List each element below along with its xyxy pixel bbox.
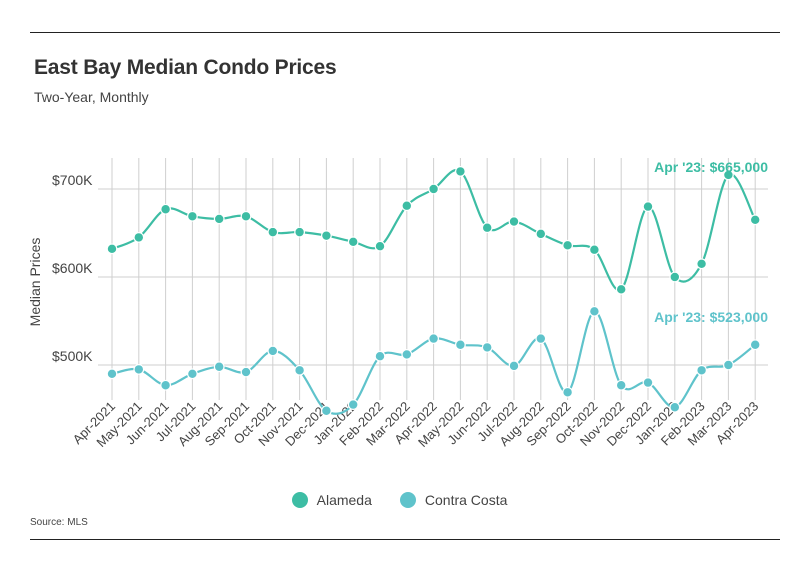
data-point-contra-costa-nov-2021: [294, 364, 306, 376]
data-point-alameda-aug-2022: [535, 228, 547, 240]
data-point-contra-costa-feb-2023: [696, 364, 707, 376]
data-point-contra-costa-aug-2021: [213, 361, 225, 373]
data-point-contra-costa-sep-2021: [240, 366, 252, 378]
data-point-alameda-sep-2022: [562, 239, 573, 251]
series-lines: [106, 165, 761, 417]
data-point-alameda-oct-2022: [589, 244, 600, 256]
chart-title: East Bay Median Condo Prices: [34, 56, 337, 79]
data-point-contra-costa-aug-2022: [535, 333, 547, 345]
data-point-contra-costa-oct-2022: [589, 305, 600, 317]
data-point-contra-costa-mar-2022: [401, 349, 413, 360]
data-point-contra-costa-apr-2021: [106, 368, 118, 380]
legend-item-alameda: Alameda: [291, 492, 372, 508]
data-point-alameda-sep-2021: [240, 210, 252, 222]
data-point-contra-costa-apr-2023: [749, 339, 761, 351]
data-point-alameda-may-2022: [455, 165, 466, 177]
bottom-rule: [30, 539, 780, 540]
annotation-alameda: Apr '23: $665,000: [654, 159, 768, 175]
data-point-contra-costa-nov-2022: [615, 379, 627, 391]
source-note: Source: MLS: [30, 517, 88, 528]
data-point-contra-costa-jun-2021: [160, 379, 172, 391]
data-point-contra-costa-jan-2022: [347, 399, 359, 411]
data-point-alameda-jun-2022: [481, 222, 493, 234]
data-point-contra-costa-jul-2022: [508, 360, 520, 372]
data-point-contra-costa-sep-2022: [562, 386, 573, 398]
data-point-contra-costa-dec-2021: [321, 405, 332, 417]
data-point-alameda-mar-2022: [401, 200, 413, 212]
top-rule: [30, 32, 780, 33]
data-point-alameda-apr-2022: [428, 183, 440, 195]
data-point-contra-costa-oct-2021: [267, 345, 279, 357]
legend-marker-alameda: [291, 492, 308, 508]
data-point-contra-costa-jul-2021: [186, 368, 198, 380]
y-tick-label-600k: $600K: [52, 260, 93, 276]
data-point-contra-costa-mar-2023: [723, 359, 734, 371]
data-point-contra-costa-dec-2022: [642, 377, 654, 389]
data-point-alameda-feb-2022: [374, 240, 386, 252]
annotation-contra-costa: Apr '23: $523,000: [654, 309, 768, 325]
legend-label-alameda: Alameda: [316, 492, 372, 508]
labels: Apr '23: $665,000 Apr '23: $523,000: [654, 159, 768, 325]
data-point-alameda-jul-2021: [186, 210, 198, 222]
data-point-alameda-apr-2021: [106, 243, 118, 255]
data-point-contra-costa-jun-2022: [481, 342, 493, 353]
data-point-contra-costa-jan-2023: [669, 401, 681, 413]
data-point-alameda-may-2021: [133, 231, 145, 243]
data-point-alameda-jan-2022: [347, 236, 359, 248]
y-axis-title: Median Prices: [27, 238, 43, 327]
data-point-alameda-jun-2021: [160, 203, 172, 215]
data-point-alameda-nov-2022: [615, 283, 627, 295]
data-point-contra-costa-feb-2022: [374, 350, 386, 362]
data-point-alameda-aug-2021: [213, 213, 225, 225]
data-point-contra-costa-may-2021: [133, 364, 145, 375]
data-point-alameda-dec-2021: [321, 230, 332, 242]
chart-subtitle: Two-Year, Monthly: [34, 89, 149, 105]
data-point-alameda-jan-2023: [669, 271, 681, 283]
data-point-alameda-nov-2021: [294, 226, 306, 238]
legend: Alameda Contra Costa: [0, 492, 799, 508]
data-point-alameda-feb-2023: [696, 258, 707, 270]
legend-label-contra-costa: Contra Costa: [424, 492, 508, 508]
legend-marker-contra-costa: [399, 492, 416, 508]
data-point-alameda-mar-2023: [723, 169, 734, 181]
legend-item-contra-costa: Contra Costa: [399, 492, 508, 508]
data-point-alameda-dec-2022: [642, 201, 654, 213]
y-tick-label-500k: $500K: [52, 348, 93, 364]
data-point-alameda-apr-2023: [749, 214, 761, 226]
data-point-alameda-oct-2021: [267, 226, 279, 238]
data-point-contra-costa-apr-2022: [428, 333, 440, 345]
data-point-alameda-jul-2022: [508, 216, 520, 227]
data-point-contra-costa-may-2022: [455, 339, 466, 351]
y-tick-label-700k: $700K: [52, 172, 93, 188]
gridlines: [98, 158, 768, 400]
